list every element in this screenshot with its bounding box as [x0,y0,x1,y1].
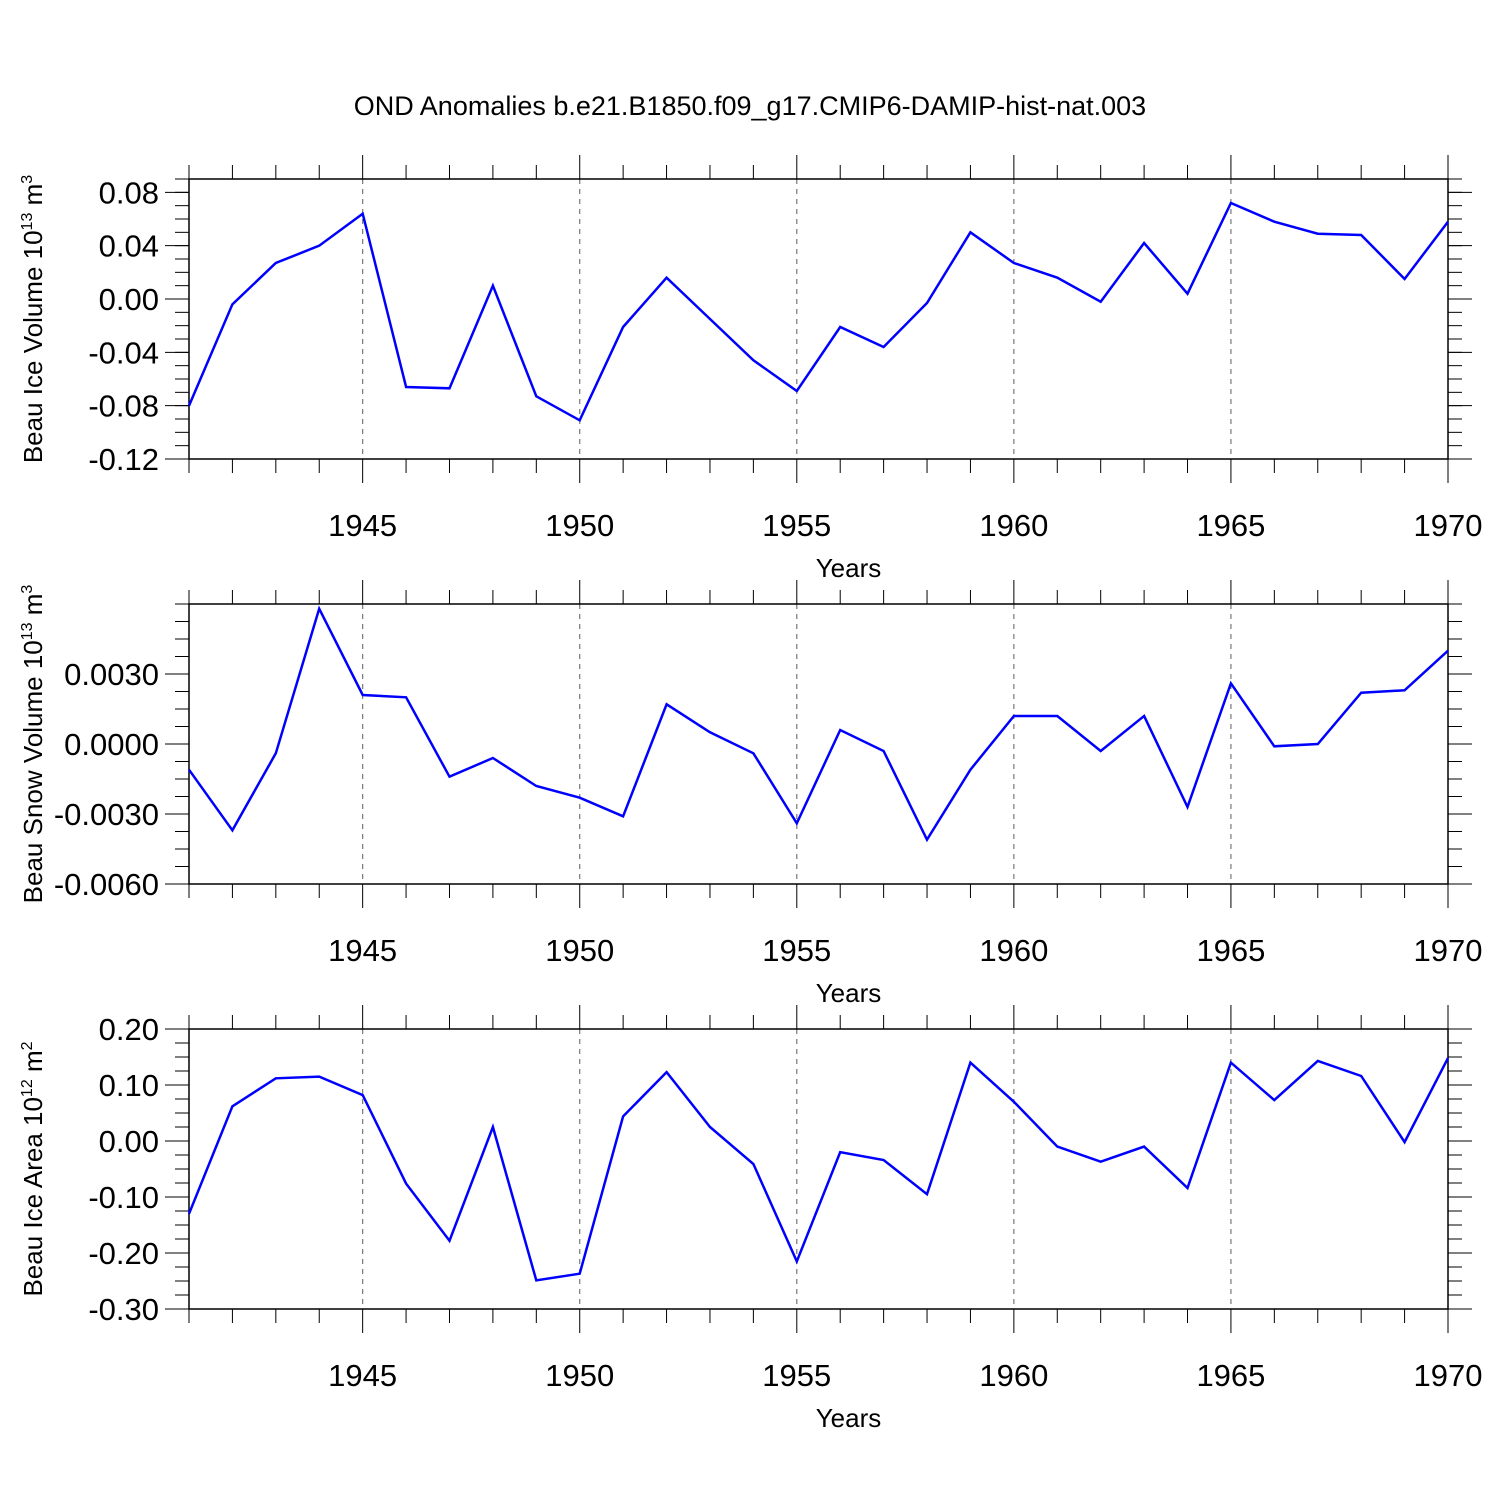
x-tick-label: 1965 [1196,508,1265,543]
y-axis-title: Beau Ice Volume 1013 m3 [18,175,48,463]
y-tick-label: -0.20 [88,1236,159,1271]
x-tick-label: 1965 [1196,933,1265,968]
x-tick-label: 1970 [1414,508,1483,543]
y-axis-title: Beau Snow Volume 1013 m3 [18,585,48,904]
x-tick-label: 1960 [979,508,1048,543]
y-tick-label: -0.0060 [54,867,159,902]
x-tick-label: 1950 [545,933,614,968]
x-tick-label: 1955 [762,933,831,968]
series-line [187,605,1449,843]
figure-title: OND Anomalies b.e21.B1850.f09_g17.CMIP6-… [354,91,1146,121]
panel-2: -0.0060 -0.0030 0.0000 0.0030 1945 1950 1955 19… [18,580,1482,1008]
x-tick-label: 1960 [979,1358,1048,1393]
y-tick-label: -0.08 [88,389,159,424]
y-tick-label: -0.12 [88,442,159,477]
x-tick-label: 1960 [979,933,1048,968]
y-tick-label: -0.10 [88,1180,159,1215]
x-axis-title: Years [816,553,882,583]
x-tick-label: 1955 [762,508,831,543]
x-tick-label: 1945 [328,508,397,543]
y-axis-title: Beau Ice Area 1012 m2 [18,1041,48,1296]
x-tick-label: 1955 [762,1358,831,1393]
x-tick-label: 1945 [328,933,397,968]
y-tick-label: 0.00 [99,282,159,317]
x-tick-label: 1970 [1414,1358,1483,1393]
y-tick-label: -0.30 [88,1292,159,1327]
y-tick-label: -0.0030 [54,797,159,832]
y-tick-label: 0.0000 [64,727,159,762]
y-tick-label: 0.00 [99,1124,159,1159]
x-tick-label: 1950 [545,508,614,543]
x-tick-label: 1970 [1414,933,1483,968]
y-tick-label: 0.0030 [64,657,159,692]
x-tick-label: 1945 [328,1358,397,1393]
y-tick-label: 0.04 [99,229,159,264]
x-axis-title: Years [816,978,882,1008]
x-axis-title: Years [816,1403,882,1433]
x-tick-label: 1950 [545,1358,614,1393]
panel-1: -0.12 -0.08 -0.04 0.00 0.04 0.08 1945 1950 1955 1… [18,155,1482,583]
y-tick-label: 0.20 [99,1012,159,1047]
y-tick-label: 0.08 [99,175,159,210]
series-line [187,201,1449,423]
plot-frame [188,1028,1449,1310]
y-tick-label: -0.04 [88,335,159,370]
plot-frame [188,178,1449,460]
y-tick-label: 0.10 [99,1068,159,1103]
panel-3: -0.30 -0.20 -0.10 0.00 0.10 0.20 1945 1950 1955 1… [18,1005,1482,1433]
plots-container: -0.12 -0.08 -0.04 0.00 0.04 0.08 1945 1950 1955 1… [18,155,1482,1433]
x-tick-label: 1965 [1196,1358,1265,1393]
series-line [187,1057,1450,1282]
plot-frame [188,603,1449,885]
